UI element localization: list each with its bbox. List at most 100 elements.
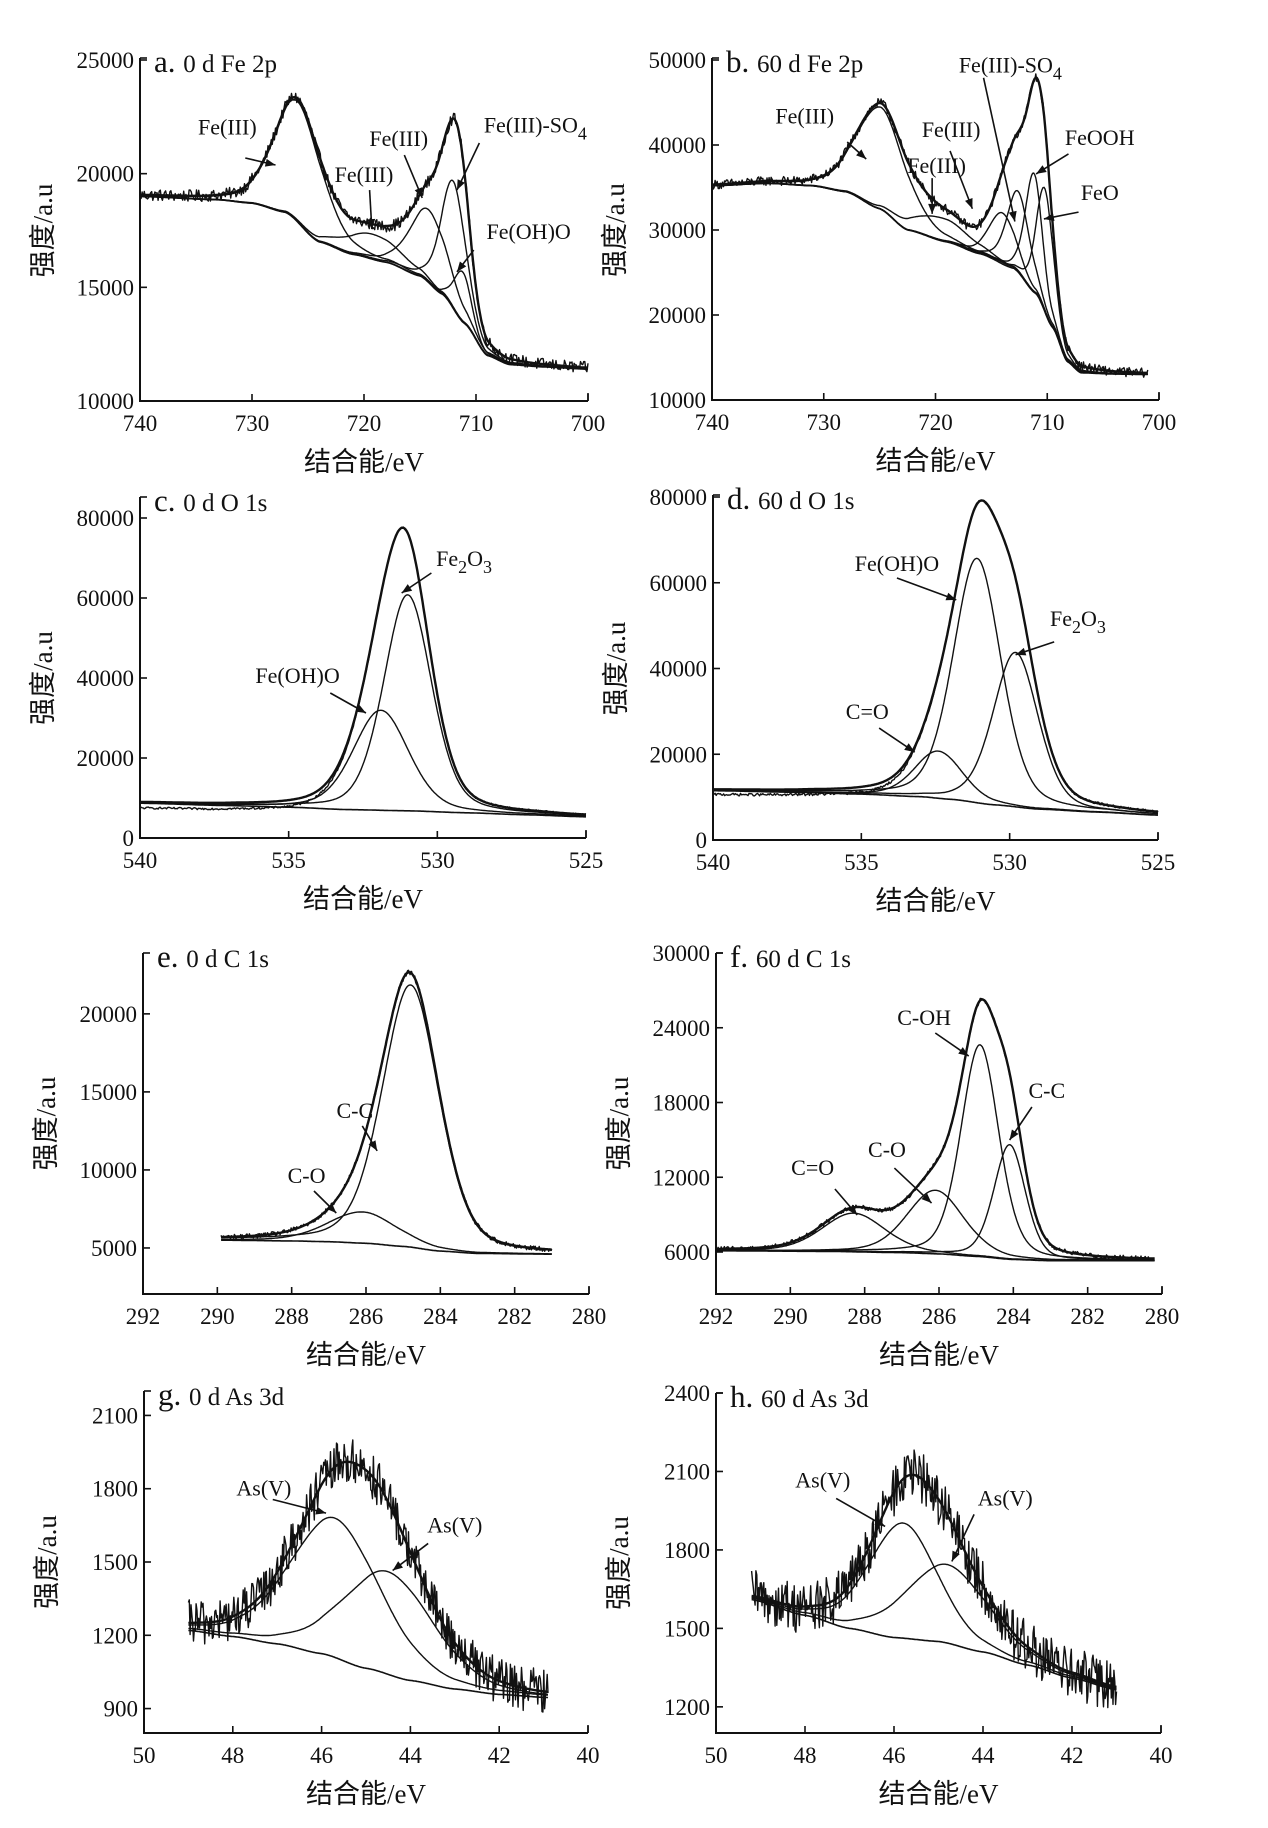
annotation-label: C=O (791, 1155, 834, 1180)
y-tick-label: 15000 (77, 275, 135, 300)
y-tick-label: 30000 (649, 218, 707, 243)
annotation-label: FeO (1081, 180, 1119, 205)
annotation-arrow (949, 150, 974, 210)
annotation-label: As(V) (978, 1485, 1033, 1510)
fitted-envelope (715, 998, 1155, 1260)
annotation-label: As(V) (427, 1513, 482, 1538)
fitted-envelope (188, 1460, 549, 1694)
annotation-label: Fe(OH)O (486, 219, 570, 244)
panel-d: 540 535 530 525 0 20000 40000 60000 80000 结合能/eV 强… (601, 481, 1175, 916)
component-peak-as-v- (188, 1570, 549, 1696)
panel-title: f. 60 d C 1s (730, 939, 851, 974)
component-peak-as-v- (751, 1563, 1117, 1689)
raw-spectrum (139, 92, 589, 373)
y-axis-title: 强度/a.u (604, 1076, 634, 1170)
x-tick-label: 50 (133, 1743, 156, 1768)
x-tick-label: 284 (996, 1304, 1031, 1329)
y-tick-label: 1200 (92, 1623, 138, 1648)
y-axis-title: 强度/a.u (604, 1516, 634, 1610)
arrowhead-icon (1009, 1129, 1019, 1141)
arrowhead-icon (965, 197, 973, 209)
arrowhead-icon (1036, 165, 1047, 174)
peak-annotation: As(V) (795, 1467, 886, 1528)
panel-g: 50 48 46 44 42 40 900 1200 1500 1800 2100 结合能/eV 强度/… (32, 1377, 600, 1809)
x-tick-label: 42 (488, 1743, 511, 1768)
y-tick-label: 10000 (80, 1158, 138, 1183)
panel-letter: h. (730, 1379, 761, 1414)
peak-annotation: Fe(III) (335, 162, 393, 230)
y-tick-label: 50000 (649, 48, 707, 73)
y-tick-label: 12000 (653, 1165, 711, 1190)
fitted-envelope (220, 971, 553, 1251)
arrowhead-icon (456, 179, 465, 191)
y-tick-label: 2400 (664, 1381, 710, 1406)
background-line (751, 1598, 1117, 1691)
y-tick-label: 1800 (92, 1477, 138, 1502)
panel-letter: c. (154, 483, 183, 518)
arrowhead-icon (368, 1140, 378, 1151)
arrowhead-icon (392, 1561, 404, 1571)
peak-annotation: As(V) (392, 1513, 482, 1572)
y-tick-label: 60000 (77, 586, 135, 611)
y-tick-label: 1500 (92, 1550, 138, 1575)
arrowhead-icon (326, 1203, 337, 1214)
x-tick-label: 700 (1142, 410, 1177, 435)
x-tick-label: 525 (1141, 850, 1176, 875)
peak-annotation: As(V) (236, 1476, 327, 1515)
background-line (221, 1239, 552, 1255)
peak-annotation: Fe(III) (198, 114, 276, 167)
annotation-label: Fe(III) (369, 126, 428, 151)
x-tick-label: 730 (807, 410, 842, 435)
y-tick-label: 40000 (77, 666, 135, 691)
y-tick-label: 80000 (77, 506, 135, 531)
arrowhead-icon (355, 704, 366, 713)
panel-b: 740 730 720 710 700 10000 20000 30000 40000 50000… (600, 44, 1176, 476)
y-tick-label: 40000 (650, 657, 708, 682)
arrowhead-icon (367, 218, 376, 230)
x-tick-label: 530 (992, 850, 1027, 875)
annotation-arrow (896, 577, 957, 601)
panel-c: 540 535 530 525 0 20000 40000 60000 80000 结合能/eV 强… (28, 483, 603, 914)
arrowhead-icon (856, 149, 867, 160)
arrowhead-icon (1043, 213, 1055, 221)
annotation-label: Fe(OH)O (855, 551, 939, 576)
x-axis-title: 结合能/eV (306, 1779, 426, 1809)
arrowhead-icon (921, 1193, 932, 1204)
panel-title: c. 0 d O 1s (154, 483, 267, 518)
fitted-envelope (139, 96, 589, 369)
x-tick-label: 40 (577, 1743, 600, 1768)
panel-letter: g. (158, 1377, 189, 1412)
x-tick-label: 44 (972, 1743, 996, 1768)
y-tick-label: 20000 (77, 162, 135, 187)
x-tick-label: 710 (1030, 410, 1065, 435)
y-tick-label: 900 (104, 1697, 139, 1722)
fitted-envelope (751, 1473, 1117, 1688)
y-tick-label: 1800 (664, 1538, 710, 1563)
peak-annotation: C=O (846, 699, 916, 753)
peak-annotation: Fe(III)-SO4 (456, 112, 587, 191)
annotation-label: Fe2O3 (1050, 606, 1106, 637)
fitted-envelope (139, 526, 587, 816)
background-line (188, 1629, 549, 1699)
arrowhead-icon (874, 1517, 886, 1527)
peak-annotation: C-O (288, 1163, 337, 1214)
y-tick-label: 0 (696, 828, 708, 853)
y-tick-label: 30000 (653, 941, 711, 966)
y-tick-label: 80000 (650, 485, 708, 510)
panel-title: h. 60 d As 3d (730, 1379, 869, 1414)
panel-title: a. 0 d Fe 2p (154, 44, 277, 79)
y-tick-label: 10000 (77, 389, 135, 414)
panel-letter: a. (154, 44, 183, 79)
peak-annotation: FeO (1043, 180, 1119, 221)
arrowhead-icon (1008, 210, 1017, 222)
component-peak-fe2o3 (713, 651, 1159, 815)
annotation-label: Fe(III) (922, 117, 981, 142)
component-peak-fe-oh-o (140, 195, 589, 370)
x-axis-title: 结合能/eV (879, 1779, 999, 1809)
panel-title-text: 0 d C 1s (186, 946, 269, 973)
component-peak-feo (711, 182, 1148, 375)
y-tick-label: 0 (123, 826, 135, 851)
annotation-label: FeOOH (1065, 125, 1135, 150)
arrowhead-icon (264, 158, 276, 167)
